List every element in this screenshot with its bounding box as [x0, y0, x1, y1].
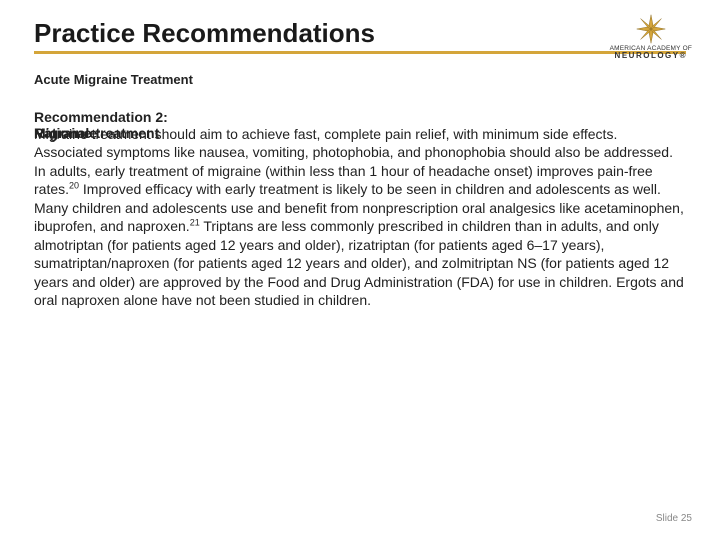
compass-star-icon [636, 14, 666, 44]
logo-line2: NEUROLOGY [615, 51, 680, 60]
recommendation-body: Migraine treatment should aim to achieve… [34, 125, 686, 310]
recommendation-heading: Recommendation 2: [34, 109, 686, 125]
migraine-label: Migraine treatment [34, 125, 159, 141]
page-title: Practice Recommendations [34, 18, 686, 54]
aan-logo: AMERICAN ACADEMY OF NEUROLOGY® [610, 14, 692, 61]
section-subtitle: Acute Migraine Treatment [34, 72, 686, 87]
citation-20: 20 [69, 181, 79, 191]
citation-21: 21 [190, 218, 200, 228]
registered-mark: ® [680, 51, 687, 60]
slide: AMERICAN ACADEMY OF NEUROLOGY® Practice … [0, 0, 720, 540]
slide-number: Slide 25 [656, 513, 692, 524]
logo-text: AMERICAN ACADEMY OF NEUROLOGY® [610, 45, 692, 61]
